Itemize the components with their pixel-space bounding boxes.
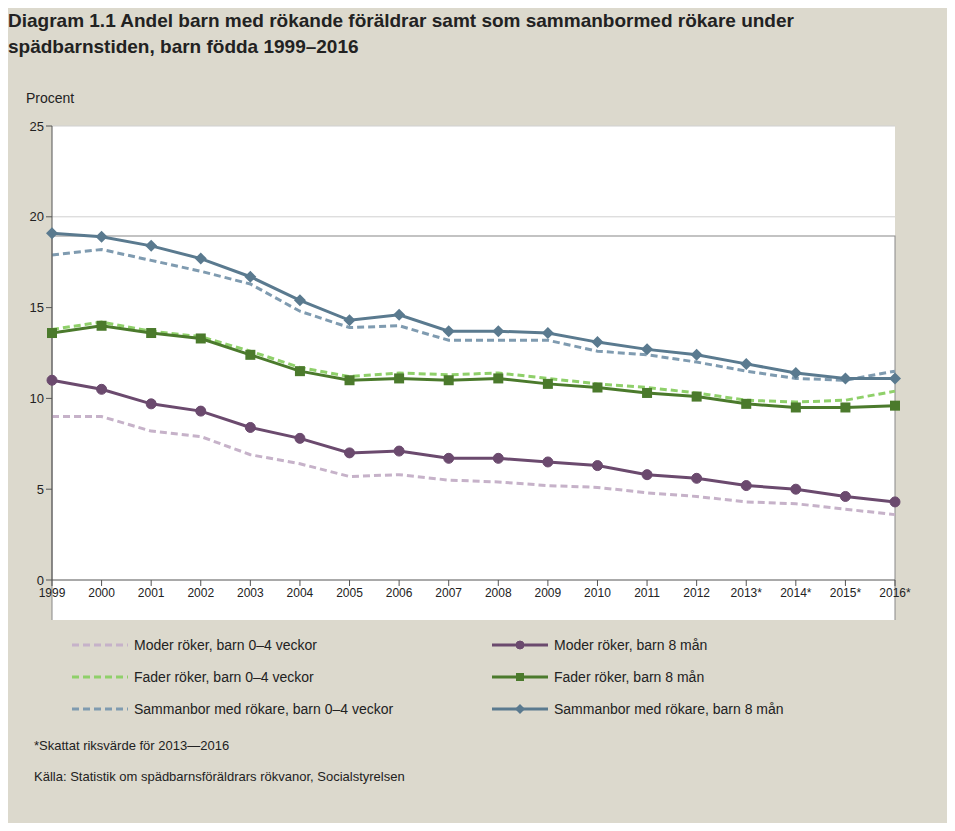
html-text:Sammanbor med rökare, barn 0–4: Sammanbor med rökare, barn 0–4 veckor [134, 701, 394, 717]
svg-text:2012: 2012 [683, 586, 710, 600]
svg-text:2004: 2004 [287, 586, 314, 600]
svg-text:0: 0 [37, 573, 44, 588]
svg-text:2008: 2008 [485, 586, 512, 600]
html-text:Fader röker, barn 8 mån: Fader röker, barn 8 mån [554, 669, 705, 685]
html-text:Sammanbor med rökare, barn 8 m: Sammanbor med rökare, barn 8 mån [554, 701, 784, 717]
html-text:Källa: Statistik om spädbarnsf: Källa: Statistik om spädbarnsföräldrars … [34, 769, 405, 784]
svg-text:25: 25 [30, 119, 44, 134]
html-text:Procent: Procent [26, 90, 75, 106]
html-text:Diagram 1.1 Andel barn med rök: Diagram 1.1 Andel barn med rökande föräl… [8, 10, 794, 57]
svg-text:2005: 2005 [336, 586, 363, 600]
svg-text:2007: 2007 [435, 586, 462, 600]
svg-text:2009: 2009 [535, 586, 562, 600]
svg-text:2015*: 2015* [830, 586, 862, 600]
svg-text:15: 15 [30, 300, 44, 315]
svg-text:20: 20 [30, 209, 44, 224]
svg-text:2010: 2010 [584, 586, 611, 600]
html-text:Fader röker, barn 0–4 veckor: Fader röker, barn 0–4 veckor [134, 669, 314, 685]
svg-text:2001: 2001 [138, 586, 165, 600]
svg-text:5: 5 [37, 482, 44, 497]
svg-text:10: 10 [30, 391, 44, 406]
svg-text:2014*: 2014* [780, 586, 812, 600]
html-text:Moder röker, barn 8 mån: Moder röker, barn 8 mån [554, 637, 708, 653]
svg-text:2013*: 2013* [731, 586, 763, 600]
svg-text:2003: 2003 [237, 586, 264, 600]
html-text:*Skattat riksvärde för 2013—20: *Skattat riksvärde för 2013—2016 [34, 738, 230, 753]
svg-text:2016*: 2016* [879, 586, 911, 600]
svg-text:2011: 2011 [634, 586, 660, 600]
svg-text:2000: 2000 [88, 586, 115, 600]
svg-text:2006: 2006 [386, 586, 413, 600]
html-text:Moder röker, barn 0–4 veckor: Moder röker, barn 0–4 veckor [134, 637, 317, 653]
svg-text:2002: 2002 [187, 586, 214, 600]
svg-text:1999: 1999 [38, 585, 66, 600]
